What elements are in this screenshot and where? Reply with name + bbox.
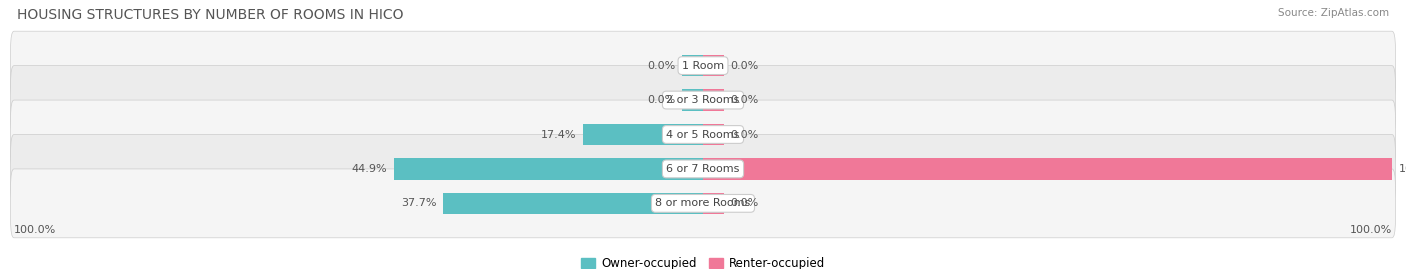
Bar [703,55,724,76]
Bar [583,124,703,145]
Text: 0.0%: 0.0% [647,95,675,105]
Bar [682,55,703,76]
Text: 44.9%: 44.9% [352,164,387,174]
Text: 17.4%: 17.4% [541,129,576,140]
Text: 0.0%: 0.0% [731,198,759,208]
FancyBboxPatch shape [11,169,1395,238]
Text: 8 or more Rooms: 8 or more Rooms [655,198,751,208]
Text: 0.0%: 0.0% [731,129,759,140]
Text: 0.0%: 0.0% [731,61,759,71]
Text: Source: ZipAtlas.com: Source: ZipAtlas.com [1278,8,1389,18]
FancyBboxPatch shape [11,100,1395,169]
Bar [443,193,703,214]
Text: 6 or 7 Rooms: 6 or 7 Rooms [666,164,740,174]
FancyBboxPatch shape [11,66,1395,134]
Text: 4 or 5 Rooms: 4 or 5 Rooms [666,129,740,140]
Text: 2 or 3 Rooms: 2 or 3 Rooms [666,95,740,105]
Text: 0.0%: 0.0% [731,95,759,105]
Bar [703,89,724,111]
Text: 100.0%: 100.0% [1399,164,1406,174]
Text: 37.7%: 37.7% [401,198,436,208]
Legend: Owner-occupied, Renter-occupied: Owner-occupied, Renter-occupied [581,257,825,269]
Text: 100.0%: 100.0% [1350,225,1392,235]
Bar [394,158,703,180]
Text: 0.0%: 0.0% [647,61,675,71]
FancyBboxPatch shape [11,31,1395,100]
Bar [703,124,724,145]
FancyBboxPatch shape [11,134,1395,203]
Bar [703,158,1392,180]
Bar [703,193,724,214]
Text: HOUSING STRUCTURES BY NUMBER OF ROOMS IN HICO: HOUSING STRUCTURES BY NUMBER OF ROOMS IN… [17,8,404,22]
Bar [682,89,703,111]
Text: 100.0%: 100.0% [14,225,56,235]
Text: 1 Room: 1 Room [682,61,724,71]
